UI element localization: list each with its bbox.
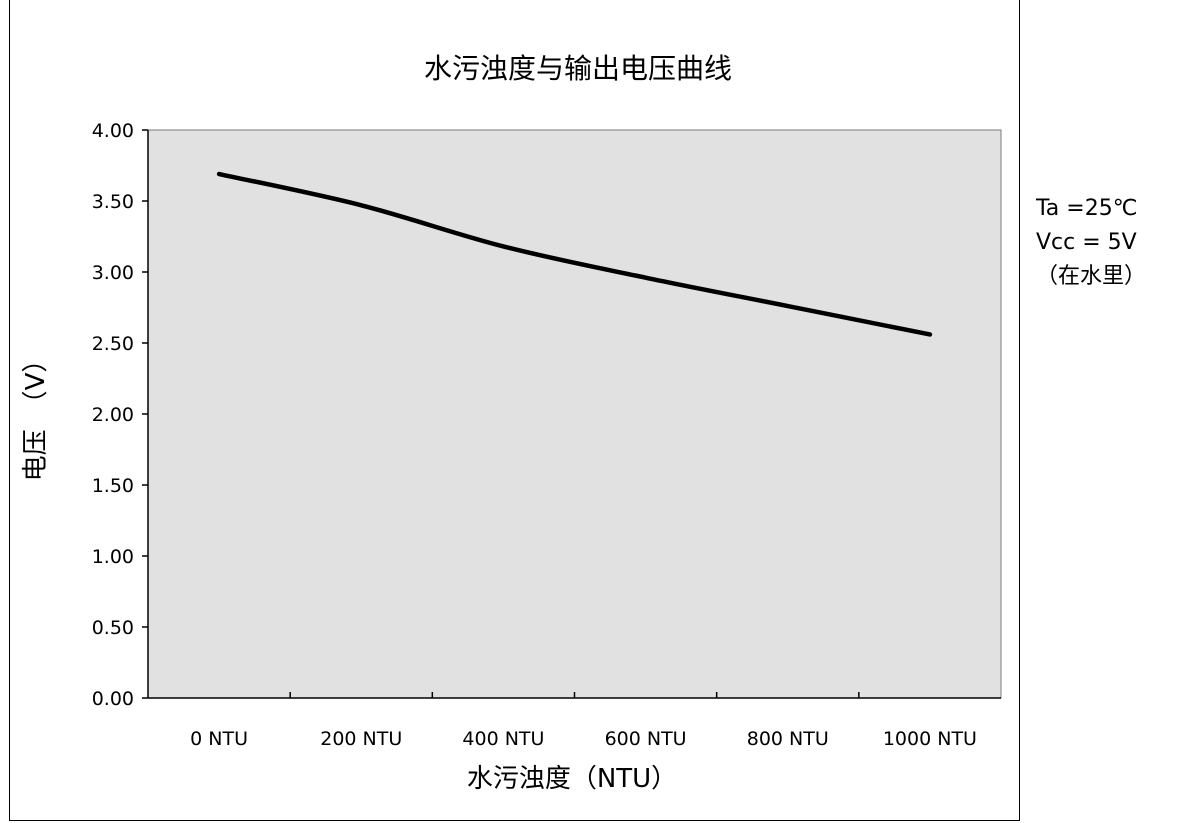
y-axis-label: 电压 （V）	[21, 347, 51, 482]
medium-note: （在水里）	[1036, 264, 1147, 289]
y-tick-label: 3.00	[92, 262, 134, 284]
y-tick-label: 2.50	[92, 333, 134, 355]
x-tick-label: 600 NTU	[605, 728, 687, 750]
chart-frame	[9, 0, 1020, 821]
x-axis-ticks: 0 NTU 200 NTU 400 NTU 600 NTU 800 NTU 1000 NT…	[190, 692, 977, 750]
y-tick-label: 3.50	[92, 191, 134, 213]
y-tick-label: 1.00	[92, 546, 134, 568]
temperature-note: Ta =25℃	[1036, 196, 1138, 221]
plot-area	[147, 129, 1002, 699]
chart-title: 水污浊度与输出电压曲线	[424, 52, 732, 85]
x-tick-label: 400 NTU	[462, 728, 544, 750]
series-line	[216, 171, 933, 337]
y-tick-label: 0.00	[92, 688, 134, 710]
x-tick-label: 200 NTU	[320, 728, 402, 750]
x-tick-label: 800 NTU	[747, 728, 829, 750]
y-tick-label: 4.00	[92, 120, 134, 142]
series-layer	[216, 171, 933, 337]
x-tick-label: 1000 NTU	[883, 728, 977, 750]
x-tick-label: 0 NTU	[190, 728, 248, 750]
vcc-note: Vcc = 5V	[1036, 230, 1137, 255]
x-axis-label: 水污浊度（NTU）	[467, 764, 677, 794]
y-tick-label: 0.50	[92, 617, 134, 639]
y-tick-label: 1.50	[92, 475, 134, 497]
conditions-note: Ta =25℃ Vcc = 5V （在水里）	[1036, 192, 1146, 294]
y-axis-ticks: 0.00 0.50 1.00 1.50 2.00 2.50 3.00 3.50 4.00	[92, 120, 148, 710]
y-tick-label: 2.00	[92, 404, 134, 426]
